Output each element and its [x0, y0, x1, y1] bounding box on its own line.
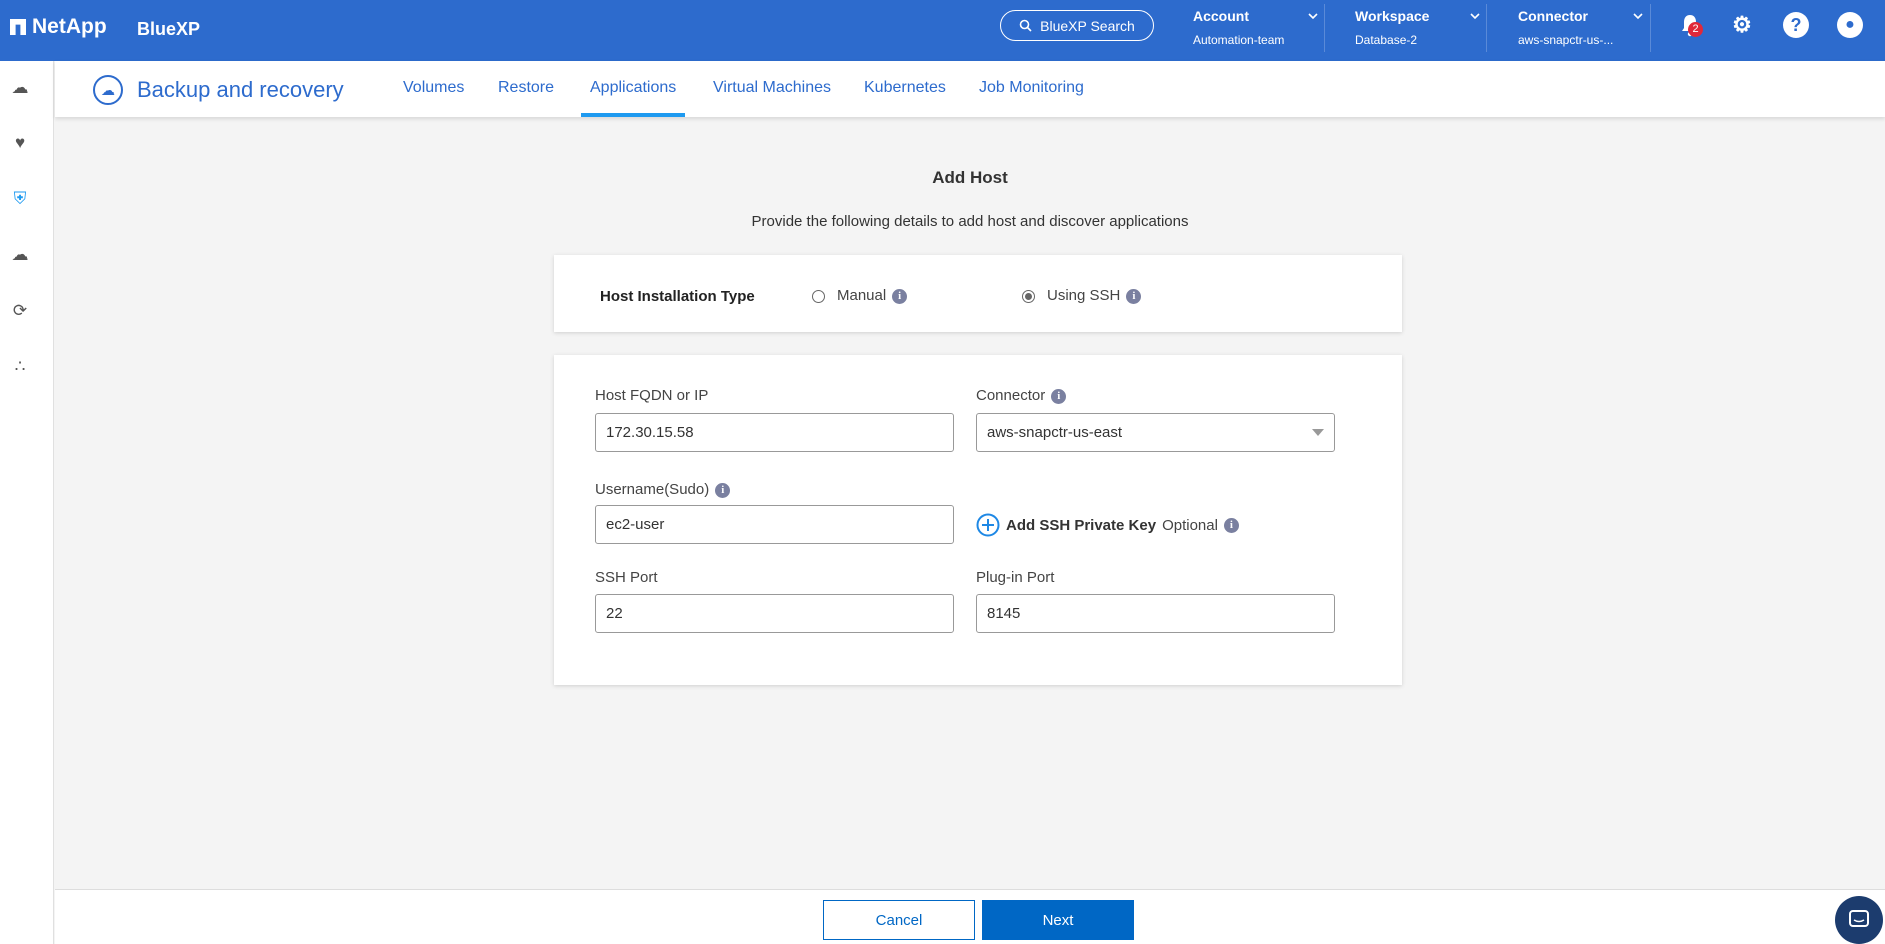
netapp-logo[interactable]: NetApp [10, 15, 107, 39]
backup-cloud-icon: ☁ [93, 75, 123, 105]
connector-label: Connector [1518, 8, 1588, 24]
top-bar: NetApp BlueXP BlueXP Search Account Autom… [0, 0, 1885, 61]
host-input[interactable]: 172.30.15.58 [595, 413, 954, 452]
nodes-icon[interactable]: ∴ [14, 357, 26, 376]
sync-icon[interactable]: ⟳ [12, 301, 28, 320]
radio-circle[interactable] [1022, 289, 1035, 303]
search-icon [1019, 19, 1032, 32]
service-title-text: Backup and recovery [137, 77, 344, 102]
host-label: Host FQDN or IP [595, 387, 709, 404]
left-sidebar: ☁ ♥ ⛨ ☁ ⟳ ∴ [0, 61, 54, 944]
divider [1486, 4, 1487, 52]
tab-applications[interactable]: Applications [581, 79, 686, 117]
add-ssh-key-button[interactable]: Add SSH Private Key Optional i [976, 513, 1239, 537]
tab-volumes[interactable]: Volumes [403, 79, 465, 96]
chat-button[interactable] [1835, 896, 1883, 944]
tab-job-monitoring[interactable]: Job Monitoring [979, 79, 1084, 96]
page-title: Add Host [932, 168, 1008, 187]
ssh-port-input[interactable]: 22 [595, 594, 954, 633]
workspace-dropdown[interactable]: Workspace Database-2 [1355, 8, 1485, 47]
account-dropdown[interactable]: Account Automation-team [1193, 8, 1323, 47]
connector-value: aws-snapctr-us-... [1518, 33, 1614, 47]
plus-circle-icon [976, 513, 1000, 537]
radio-using-ssh[interactable]: Using SSH i [1022, 287, 1142, 304]
chevron-down-icon [1470, 13, 1480, 20]
radio-label: Manual [837, 287, 887, 304]
user-icon[interactable]: ● [1837, 12, 1863, 38]
search-label: BlueXP Search [1040, 17, 1135, 34]
connector-field-label: Connector i [976, 387, 1067, 404]
plugin-port-label: Plug-in Port [976, 569, 1055, 586]
label-text: Username(Sudo) [595, 481, 710, 498]
chevron-down-icon [1308, 13, 1318, 20]
connector-dropdown[interactable]: Connector aws-snapctr-us-... [1518, 8, 1648, 47]
username-input[interactable]: ec2-user [595, 505, 954, 544]
account-label: Account [1193, 8, 1249, 24]
workspace-label: Workspace [1355, 8, 1430, 24]
radio-circle[interactable] [812, 289, 825, 303]
storage-icon[interactable]: ☁ [11, 78, 29, 97]
help-icon[interactable]: ? [1783, 12, 1809, 38]
info-icon[interactable]: i [1126, 288, 1142, 304]
info-icon[interactable]: i [892, 288, 908, 304]
info-icon[interactable]: i [1223, 517, 1239, 533]
account-value: Automation-team [1193, 33, 1285, 47]
service-nav: ☁ Backup and recovery Volumes Restore App… [55, 61, 1885, 117]
search-button[interactable]: BlueXP Search [1000, 10, 1154, 41]
chevron-down-icon [1633, 13, 1643, 20]
username-label: Username(Sudo) i [595, 481, 731, 498]
label-text: Connector [976, 387, 1046, 404]
product-name: BlueXP [137, 19, 201, 39]
tab-virtual-machines[interactable]: Virtual Machines [713, 79, 831, 96]
optional-label: Optional [1162, 516, 1218, 534]
notification-badge: 2 [1688, 22, 1703, 37]
caret-down-icon [1312, 429, 1324, 436]
gear-icon[interactable]: ⚙ [1732, 12, 1752, 37]
chat-icon [1849, 910, 1869, 927]
health-icon[interactable]: ♥ [14, 133, 26, 152]
connector-select[interactable]: aws-snapctr-us-east [976, 413, 1335, 452]
netapp-logo-icon [10, 19, 26, 35]
divider [1324, 4, 1325, 52]
footer-bar: Cancel Next [55, 889, 1885, 944]
divider [1650, 4, 1651, 52]
tab-kubernetes[interactable]: Kubernetes [864, 79, 946, 96]
install-type-label: Host Installation Type [600, 288, 755, 305]
service-title: ☁ Backup and recovery [93, 75, 344, 105]
tab-restore[interactable]: Restore [498, 79, 555, 96]
next-button[interactable]: Next [982, 900, 1134, 940]
ssh-port-label: SSH Port [595, 569, 658, 586]
radio-label: Using SSH [1047, 287, 1121, 304]
cloud-icon[interactable]: ☁ [11, 245, 29, 264]
info-icon[interactable]: i [1051, 388, 1067, 404]
brand-name: NetApp [32, 15, 107, 38]
add-ssh-key-label: Add SSH Private Key [1006, 516, 1157, 534]
protection-shield-icon[interactable]: ⛨ [13, 189, 27, 208]
cancel-button[interactable]: Cancel [823, 900, 975, 940]
page-subtitle: Provide the following details to add hos… [751, 213, 1189, 230]
install-type-card: Host Installation Type Manual i Using SSH… [554, 255, 1402, 332]
connector-selected: aws-snapctr-us-east [987, 424, 1123, 441]
radio-manual[interactable]: Manual i [812, 287, 908, 304]
host-details-card: Host FQDN or IP 172.30.15.58 Connector i … [554, 355, 1402, 685]
workspace-value: Database-2 [1355, 33, 1418, 47]
plugin-port-input[interactable]: 8145 [976, 594, 1335, 633]
info-icon[interactable]: i [715, 482, 731, 498]
